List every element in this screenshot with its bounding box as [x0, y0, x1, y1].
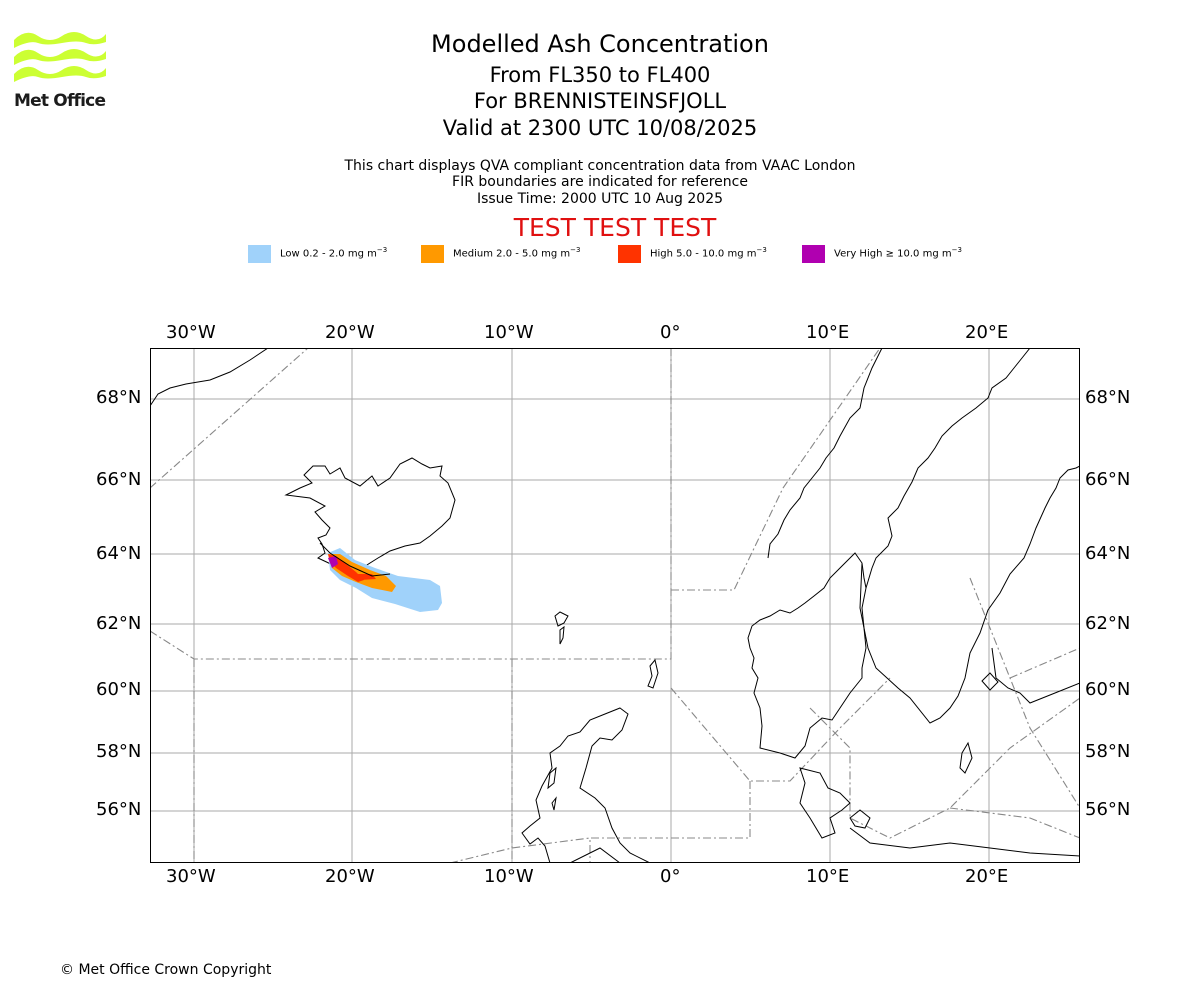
lat-tick-left: 56°N — [96, 799, 142, 820]
lat-tick-left: 58°N — [96, 741, 142, 762]
lon-tick-top: 10°W — [484, 322, 534, 343]
lat-tick-right: 62°N — [1085, 613, 1131, 634]
lon-tick-top: 10°E — [806, 322, 850, 343]
map-frame — [150, 348, 1080, 863]
met-office-wordmark: Met Office — [14, 91, 106, 111]
ash-plume — [319, 542, 442, 612]
lon-tick-bottom: 0° — [660, 866, 681, 887]
lon-tick-bottom: 30°W — [166, 866, 216, 887]
fir-boundaries — [150, 348, 1080, 863]
legend-label-medium: Medium 2.0 - 5.0 mg m — [453, 248, 571, 260]
lat-tick-right: 56°N — [1085, 799, 1131, 820]
ash-very-high — [328, 556, 338, 568]
copyright-notice: © Met Office Crown Copyright — [60, 962, 272, 978]
lat-tick-right: 66°N — [1085, 469, 1131, 490]
lon-tick-bottom: 20°E — [965, 866, 1009, 887]
lon-tick-bottom: 10°E — [806, 866, 850, 887]
lon-tick-top: 30°W — [166, 322, 216, 343]
fir-note: FIR boundaries are indicated for referen… — [452, 174, 748, 190]
lat-tick-left: 66°N — [96, 469, 142, 490]
legend-swatch-high — [618, 245, 641, 263]
legend-swatch-very-high — [802, 245, 825, 263]
chart-title: Modelled Ash Concentration — [431, 30, 769, 58]
graticule — [150, 348, 1080, 863]
lon-tick-top: 20°W — [325, 322, 375, 343]
valid-time: Valid at 2300 UTC 10/08/2025 — [442, 116, 758, 140]
met-office-logo — [14, 32, 106, 82]
lat-tick-right: 68°N — [1085, 387, 1131, 408]
legend-swatch-low — [248, 245, 271, 263]
lat-tick-left: 68°N — [96, 387, 142, 408]
lat-tick-left: 62°N — [96, 613, 142, 634]
lon-tick-bottom: 20°W — [325, 866, 375, 887]
lon-tick-top: 0° — [660, 322, 681, 343]
legend-swatch-medium — [421, 245, 444, 263]
issue-time: Issue Time: 2000 UTC 10 Aug 2025 — [476, 191, 724, 207]
lat-tick-right: 64°N — [1085, 543, 1131, 564]
coastlines — [150, 348, 1080, 863]
lon-tick-bottom: 10°W — [484, 866, 534, 887]
qva-note: This chart displays QVA compliant concen… — [344, 158, 856, 174]
legend-label-low: Low 0.2 - 2.0 mg m — [280, 248, 377, 260]
lat-tick-left: 64°N — [96, 543, 142, 564]
legend-label-very-high: Very High ≥ 10.0 mg m — [834, 248, 952, 260]
legend-label-high: High 5.0 - 10.0 mg m — [650, 248, 757, 260]
lon-tick-top: 20°E — [965, 322, 1009, 343]
lat-tick-left: 60°N — [96, 679, 142, 700]
flight-level-range: From FL350 to FL400 — [489, 63, 711, 87]
test-banner: TEST TEST TEST — [513, 213, 717, 242]
ash-map — [150, 348, 1080, 863]
volcano-name: For BRENNISTEINSFJOLL — [473, 89, 727, 113]
lat-tick-right: 60°N — [1085, 679, 1131, 700]
lat-tick-right: 58°N — [1085, 741, 1131, 762]
